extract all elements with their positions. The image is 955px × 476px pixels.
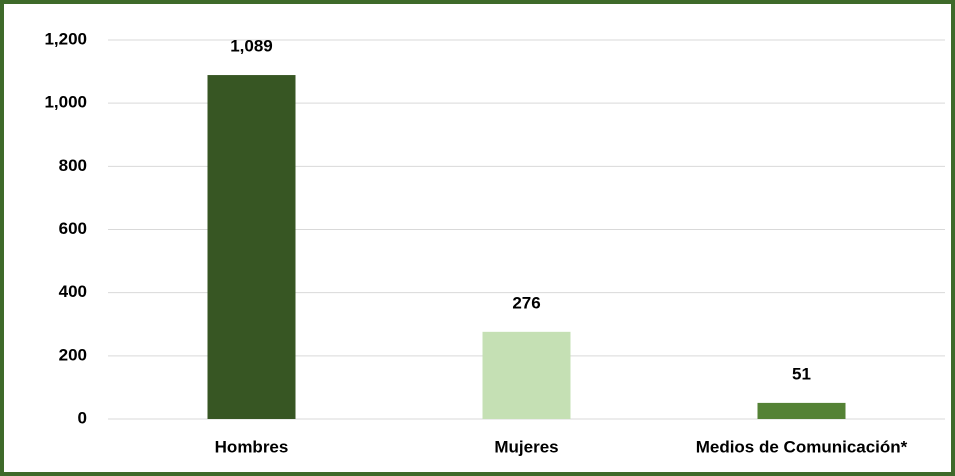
bar xyxy=(207,75,296,420)
x-tick-label: Hombres xyxy=(215,437,289,456)
data-label: 276 xyxy=(512,293,540,312)
y-tick-label: 800 xyxy=(59,156,87,175)
y-tick-label: 1,000 xyxy=(44,93,87,112)
y-tick-label: 1,200 xyxy=(44,29,87,48)
data-label: 51 xyxy=(792,364,811,383)
y-tick-label: 600 xyxy=(59,219,87,238)
x-tick-label: Medios de Comunicación* xyxy=(696,437,908,456)
data-label: 1,089 xyxy=(230,37,273,56)
bar xyxy=(482,331,571,419)
y-tick-label: 400 xyxy=(59,282,87,301)
x-tick-label: Mujeres xyxy=(494,437,558,456)
y-tick-label: 0 xyxy=(78,408,87,427)
y-tick-label: 200 xyxy=(59,345,87,364)
bar xyxy=(757,402,846,419)
